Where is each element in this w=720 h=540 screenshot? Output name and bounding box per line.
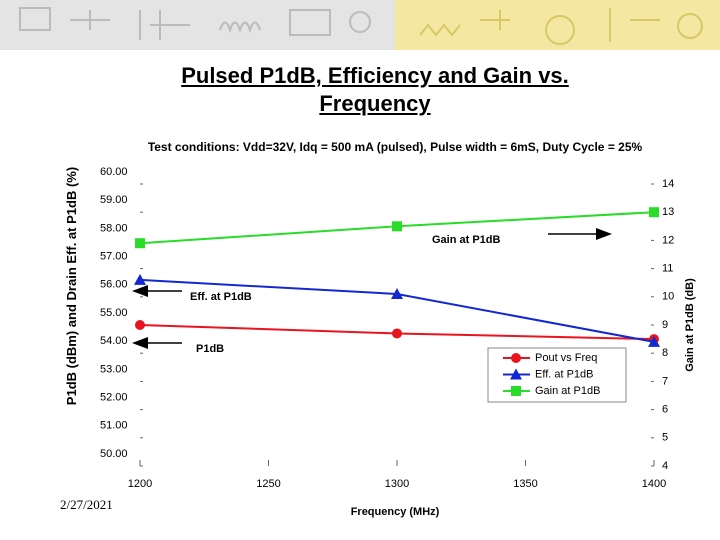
y2-tick-label: 11 <box>662 263 673 275</box>
annotation: Eff. at P1dB <box>190 291 252 303</box>
banner-icons <box>19 7 371 40</box>
y-tick-label: 55.00 <box>100 307 128 319</box>
data-point <box>392 328 402 339</box>
y2-tick-label: 14 <box>662 178 674 190</box>
y2-tick-label: 12 <box>662 234 674 246</box>
y-tick-label: 54.00 <box>100 335 128 347</box>
y-tick-label: 57.00 <box>100 251 128 263</box>
legend-label: Gain at P1dB <box>535 385 600 397</box>
x-tick-label: 1200 <box>128 478 152 490</box>
y-tick-label: 52.00 <box>100 392 128 404</box>
y2-axis-label: Gain at P1dB (dB) <box>684 278 696 372</box>
legend-marker <box>510 368 522 380</box>
data-point <box>135 238 145 249</box>
data-point <box>134 273 146 285</box>
x-tick-label: 1400 <box>642 478 666 490</box>
x-tick-label: 1250 <box>256 478 280 490</box>
data-point <box>392 221 402 232</box>
arrow-head <box>132 337 148 349</box>
legend-marker <box>511 386 521 396</box>
data-point <box>649 207 659 218</box>
arrow-head <box>132 285 148 297</box>
subtitle: Test conditions: Vdd=32V, Idq = 500 mA (… <box>147 140 643 154</box>
y2-tick-label: 9 <box>662 319 668 331</box>
legend-marker <box>511 353 521 363</box>
data-point <box>648 335 660 347</box>
y-tick-label: 60.00 <box>100 166 128 178</box>
legend-label: Eff. at P1dB <box>535 368 594 380</box>
y-tick-label: 59.00 <box>100 194 128 206</box>
y-tick-label: 51.00 <box>100 420 128 432</box>
x-axis-label: Frequency (MHz) <box>351 506 440 518</box>
y-tick-label: 50.00 <box>100 448 128 460</box>
y2-tick-label: 7 <box>662 375 668 387</box>
banner-left <box>0 0 395 50</box>
x-tick-label: 1300 <box>385 478 409 490</box>
data-point <box>391 287 403 299</box>
banner-icons-right <box>419 8 703 45</box>
annotation: P1dB <box>196 343 224 355</box>
date: 2/27/2021 <box>60 497 113 512</box>
y-axis-label: P1dB (dBm) and Drain Eff. at P1dB (%) <box>64 166 79 406</box>
y-tick-label: 58.00 <box>100 222 128 234</box>
banner-right <box>395 0 720 50</box>
y2-tick-label: 10 <box>662 291 674 303</box>
x-tick-label: 1350 <box>513 478 537 490</box>
y2-tick-label: 6 <box>662 404 668 416</box>
data-point <box>135 320 145 330</box>
y2-tick-label: 8 <box>662 347 668 359</box>
annotation: Gain at P1dB <box>432 234 501 246</box>
y2-tick-label: 5 <box>662 432 668 444</box>
title: Pulsed P1dB, Efficiency and Gain vs. Fre… <box>181 63 569 116</box>
y-tick-label: 53.00 <box>100 363 128 375</box>
legend-label: Pout vs Freq <box>535 352 597 364</box>
y2-tick-label: 13 <box>662 206 674 218</box>
y2-tick-label: 4 <box>662 460 668 472</box>
y-tick-label: 56.00 <box>100 279 128 291</box>
arrow-head <box>596 228 612 240</box>
